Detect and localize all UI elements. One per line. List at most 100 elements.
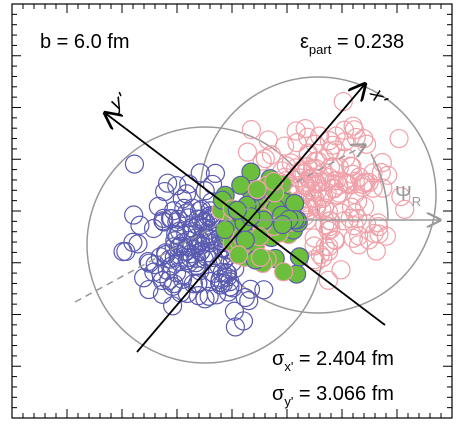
spectator-nucleon [252,151,272,171]
spectator-nucleon [177,283,197,304]
subscript: R [412,194,421,209]
spectator-nucleon [258,130,278,150]
spectator-nucleon [177,203,197,223]
spectator-nucleon [304,228,324,248]
spectator-nucleon [235,287,255,308]
participant-nucleon [231,175,251,195]
spectator-nucleon [178,230,198,251]
spectator-nucleon [167,176,187,196]
spectator-nucleon [143,218,164,239]
spectator-nucleon [195,181,215,201]
spectator-nucleon [128,234,148,254]
spectator-nucleon [182,222,203,242]
psi-label: ΨR [395,183,421,209]
value: = 0.238 [331,31,404,53]
participant-nucleon [272,214,293,235]
y-axis-label: y' [105,89,132,117]
spectator-nucleon [176,184,197,204]
spectator-nucleon [180,237,200,257]
participant-nucleon [241,162,261,182]
value: = 2.404 fm [293,348,394,370]
spectator-nucleon [318,270,338,290]
spectator-nucleon [159,270,179,291]
spectator-nucleon [313,248,333,268]
spectator-nucleon [161,208,182,229]
x-axis-line [136,84,365,353]
nucleus-right [199,76,437,314]
spectator-nucleon [341,197,362,217]
spectator-nucleon [363,178,383,198]
spectator-nucleon [158,173,178,193]
spectator-nucleon [349,235,369,255]
y-axis-line [105,113,386,326]
spectator-nucleon [239,291,259,311]
spectator-nucleon [334,120,355,140]
spectator-nucleon [347,208,368,229]
sigma-x-label: σx' = 2.404 fm [272,348,394,374]
spectator-nucleon [218,282,238,302]
spectator-nucleon [255,148,275,169]
spectator-nucleon [183,274,203,294]
value: = 3.066 fm [293,383,394,405]
participant-nucleon [215,219,235,240]
spectator-nucleon [163,296,183,316]
spectator-nucleon [139,279,159,300]
symbol: σ [272,383,285,405]
spectator-nucleon [152,270,172,291]
spectator-nucleon [298,169,319,189]
spectator-nucleon [395,199,415,219]
spectator-nucleon [343,228,363,248]
participant-nucleon [273,262,294,282]
spectator-nucleon [324,230,345,250]
spectator-nucleon [315,237,335,257]
frame-ticks [11,3,453,419]
spectator-nucleon [116,241,136,262]
reaction-plane [74,145,365,303]
spectator-nucleon [319,131,339,151]
spectator-nucleon [157,260,177,280]
spectator-nucleon [190,261,210,281]
participant-nucleon [247,179,267,200]
spectator-nucleon [134,268,154,288]
spectator-nucleon [194,211,214,232]
spectator-nucleon [164,237,184,257]
spectator-nucleon [324,179,344,199]
spectator-nucleon [320,211,341,231]
spectator-nucleon [324,157,344,177]
spectator-nucleon [139,253,159,273]
spectator-nucleon [124,154,145,174]
subscript: y' [284,394,293,409]
spectator-nucleon [189,201,210,221]
subscript: part [309,42,332,57]
spectator-nucleon [130,215,150,235]
spectator-nucleon [286,158,306,178]
impact-label: b = 6.0 fm [40,31,130,53]
spectator-nucleon [179,253,199,273]
participant-nucleon [264,171,284,192]
spectator-nucleon [177,250,197,271]
spectator-nucleon [211,275,231,295]
spectator-nucleon [233,311,254,331]
spectator-nucleon [343,116,363,136]
spectator-nucleon [329,183,349,203]
spectator-nucleon [188,286,208,306]
spectator-nucleon [124,205,144,225]
spectator-nucleon [378,165,398,185]
spectator-nucleon [314,187,334,207]
spectator-nucleon [389,128,409,149]
participant-nucleon [229,245,249,265]
spectator-nucleon [366,241,386,261]
symbol: σ [272,348,285,370]
spectator-nucleon [220,272,240,292]
spectator-nucleon [319,241,339,261]
spectator-nucleon [168,225,188,246]
spectator-nucleon [356,134,377,154]
psi-arc [370,153,389,221]
spectator-nucleon [315,215,335,235]
spectator-nucleon [373,178,393,198]
spectator-nucleon [237,142,258,162]
spectator-nucleon [320,141,340,161]
spectator-nucleon [314,149,334,169]
